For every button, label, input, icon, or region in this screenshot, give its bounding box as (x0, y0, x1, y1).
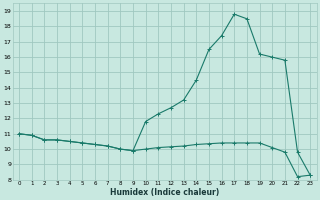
X-axis label: Humidex (Indice chaleur): Humidex (Indice chaleur) (110, 188, 219, 197)
